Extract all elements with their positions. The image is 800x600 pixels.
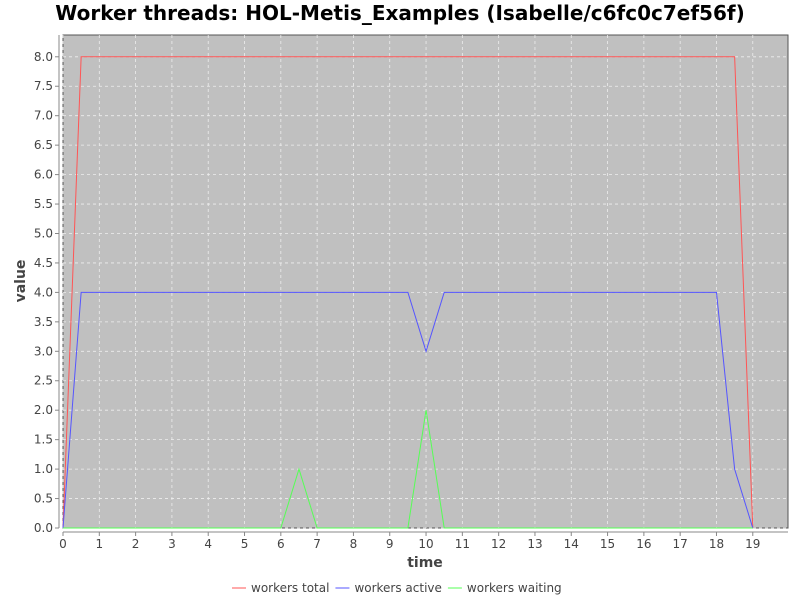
series-line-workers-waiting	[63, 410, 753, 529]
y-tick-label: 7.5	[34, 79, 53, 93]
y-tick-label: 2.5	[34, 374, 53, 388]
x-tick-label: 2	[132, 537, 140, 551]
x-tick-label: 10	[418, 537, 433, 551]
y-tick-label: 1.5	[34, 433, 53, 447]
y-tick-label: 3.0	[34, 344, 53, 358]
x-tick-label: 6	[277, 537, 285, 551]
series-line-workers-total	[62, 56, 754, 529]
y-tick-label: 3.5	[34, 315, 53, 329]
x-tick-label: 16	[636, 537, 651, 551]
legend: workers total workers active workers waiti…	[232, 581, 562, 595]
x-tick-label: 0	[59, 537, 67, 551]
legend-label: workers total	[251, 581, 329, 595]
y-axis-label: value	[13, 260, 29, 303]
x-tick-label: 13	[527, 537, 542, 551]
y-tick-label: 7.0	[34, 109, 53, 123]
chart-title: Worker threads: HOL-Metis_Examples (Isab…	[55, 1, 744, 25]
y-tick-label: 6.5	[34, 138, 53, 152]
y-tick-label: 6.0	[34, 168, 53, 182]
y-tick-label: 0.0	[34, 521, 53, 535]
y-tick-label: 1.0	[34, 462, 53, 476]
y-tick-label: 5.0	[34, 226, 53, 240]
y-tick-label: 0.5	[34, 492, 53, 506]
y-tick-label: 4.5	[34, 256, 53, 270]
x-tick-label: 18	[709, 537, 724, 551]
series-line-workers-active	[62, 291, 754, 529]
x-tick-label: 4	[204, 537, 212, 551]
series-lines	[62, 56, 754, 529]
plot-area	[62, 34, 789, 529]
x-axis-label: time	[407, 555, 443, 571]
x-tick-label: 1	[95, 537, 103, 551]
x-tick-label: 12	[491, 537, 506, 551]
y-tick-label: 4.0	[34, 285, 53, 299]
axes: 0 1 2 3 4 5 6 7 8 9 10 11 12 13 14 15 16 17 18 190.00.51.01…	[34, 35, 788, 551]
x-tick-label: 11	[455, 537, 470, 551]
x-tick-label: 15	[600, 537, 615, 551]
y-tick-label: 2.0	[34, 403, 53, 417]
x-tick-label: 17	[673, 537, 688, 551]
legend-label: workers waiting	[467, 581, 562, 595]
y-tick-label: 5.5	[34, 197, 53, 211]
x-tick-label: 3	[168, 537, 176, 551]
x-tick-label: 9	[386, 537, 394, 551]
legend-label: workers active	[354, 581, 441, 595]
x-tick-label: 7	[313, 537, 321, 551]
x-tick-label: 19	[745, 537, 760, 551]
x-tick-label: 5	[241, 537, 249, 551]
x-tick-label: 8	[350, 537, 358, 551]
x-tick-label: 14	[564, 537, 579, 551]
y-tick-label: 8.0	[34, 50, 53, 64]
